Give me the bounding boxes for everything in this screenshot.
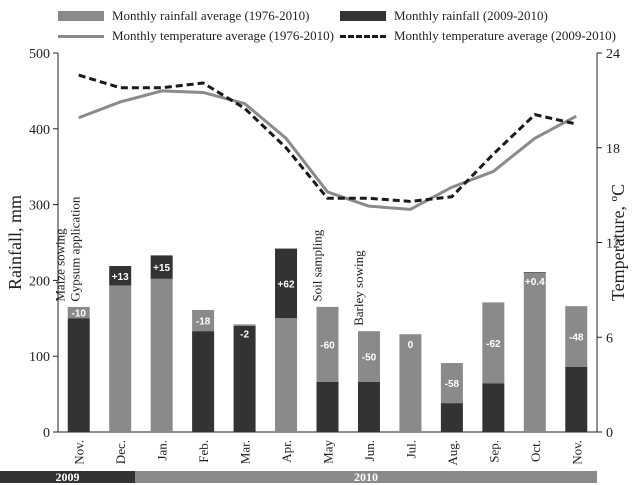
annotation-label: Maize sowing [53, 228, 68, 302]
bar-lower-segment [67, 318, 90, 432]
y-tick-label: 300 [29, 199, 50, 214]
bar-lower-segment [357, 381, 380, 432]
year-bar-2009: 2009 [0, 470, 135, 484]
bar-lower-segment [482, 383, 505, 432]
bar-value-label: -50 [362, 353, 377, 364]
annotation-label: Soil sampling [310, 229, 325, 301]
x-tick-label: Feb. [196, 440, 211, 463]
legend-avg-rainfall: Monthly rainfall average (1976-2010) [58, 8, 309, 24]
line-avg-temperature [78, 89, 577, 211]
legend-temperature: Monthly temperature average (2009-2010) [340, 28, 616, 44]
bar-upper-segment [357, 331, 380, 382]
y-tick-label: 100 [29, 350, 50, 365]
bar-value-label: +15 [153, 263, 170, 274]
y2-tick-label: 12 [606, 237, 620, 252]
bar-upper-segment [150, 255, 173, 279]
bar-upper-segment [482, 302, 505, 384]
legend-swatch-avg-rainfall [58, 11, 104, 21]
bar-upper-segment [67, 306, 90, 319]
x-tick-label: Jan. [155, 440, 170, 461]
legend-swatch-rainfall [340, 11, 386, 21]
y2-axis-title: Temperature, ºC [608, 184, 628, 301]
y2-tick-label: 0 [606, 426, 613, 441]
x-tick-label: May [321, 440, 336, 464]
bar-lower-segment [316, 381, 339, 432]
x-tick-label: Mar. [238, 440, 253, 464]
bar-lower-segment [192, 331, 215, 432]
x-tick-label: Jun. [362, 440, 377, 461]
x-tick-label: Oct. [528, 440, 543, 462]
bar-lower-segment [565, 366, 588, 432]
bar-value-label: -60 [320, 340, 335, 351]
bar-upper-segment [192, 309, 215, 332]
bar-value-label: +13 [112, 272, 129, 283]
bar-upper-segment [233, 324, 256, 326]
bar-value-label: -10 [72, 309, 87, 320]
bar-upper-segment [565, 306, 588, 367]
bar-lower-segment [275, 318, 298, 432]
legend-label-avg-rainfall: Monthly rainfall average (1976-2010) [112, 8, 310, 23]
x-tick-label: Dec. [113, 440, 128, 464]
legend-avg-temperature: Monthly temperature average (1976-2010) [58, 28, 334, 44]
y-tick-label: 500 [29, 47, 50, 62]
bar-upper-segment [523, 272, 546, 273]
legend-swatch-temperature [340, 34, 386, 38]
bar-upper-segment [316, 306, 339, 382]
y-axis-title: Rainfall, mm [5, 195, 25, 290]
bar-upper-segment [275, 248, 298, 319]
line-temperature [78, 73, 577, 203]
bar-value-label: 0 [408, 340, 414, 351]
legend-label-rainfall: Monthly rainfall (2009-2010) [394, 8, 548, 23]
bar-value-label: -62 [486, 339, 501, 350]
legend-swatch-avg-temperature [58, 34, 104, 38]
x-tick-label: Jul. [403, 440, 418, 458]
x-tick-label: Sep. [486, 440, 501, 463]
bar-lower-segment [440, 403, 463, 432]
y-tick-label: 0 [43, 426, 50, 441]
bar-value-label: +0.4 [525, 277, 545, 288]
bar-lower-segment [109, 285, 132, 432]
x-tick-label: Apr. [279, 440, 294, 463]
bar-value-label: -48 [569, 332, 584, 343]
legend-label-avg-temperature: Monthly temperature average (1976-2010) [112, 28, 335, 43]
legend-label-temperature: Monthly temperature average (2009-2010) [394, 28, 617, 43]
bar-upper-segment [399, 334, 422, 432]
bar-value-label: -18 [196, 317, 211, 328]
bar-value-label: +62 [278, 279, 295, 290]
bar-value-label: -58 [445, 379, 460, 390]
y2-tick-label: 18 [606, 142, 620, 157]
y-tick-label: 400 [29, 123, 50, 138]
bar-upper-segment [440, 363, 463, 404]
bar-lower-segment [523, 272, 546, 432]
bar-value-label: -2 [240, 329, 249, 340]
rainfall-temperature-chart: 0 100 200 300 400 500 0 6 12 18 24 Rainfall, mm Temp… [5, 47, 628, 466]
y2-tick-label: 24 [606, 47, 620, 62]
bar-lower-segment [233, 325, 256, 432]
x-tick-label: Nov. [569, 440, 584, 465]
x-tick-label: Aug. [445, 440, 460, 466]
bar-upper-segment [109, 265, 132, 286]
legend-rainfall: Monthly rainfall (2009-2010) [340, 8, 548, 24]
x-tick-label: Nov. [72, 440, 87, 465]
annotation-label: Gypsum application [68, 196, 83, 302]
annotation-label: Barley sowing [351, 250, 366, 326]
y-tick-label: 200 [29, 274, 50, 289]
bar-lower-segment [150, 278, 173, 432]
year-bar-2010: 2010 [135, 470, 597, 484]
y2-tick-label: 6 [606, 331, 613, 346]
